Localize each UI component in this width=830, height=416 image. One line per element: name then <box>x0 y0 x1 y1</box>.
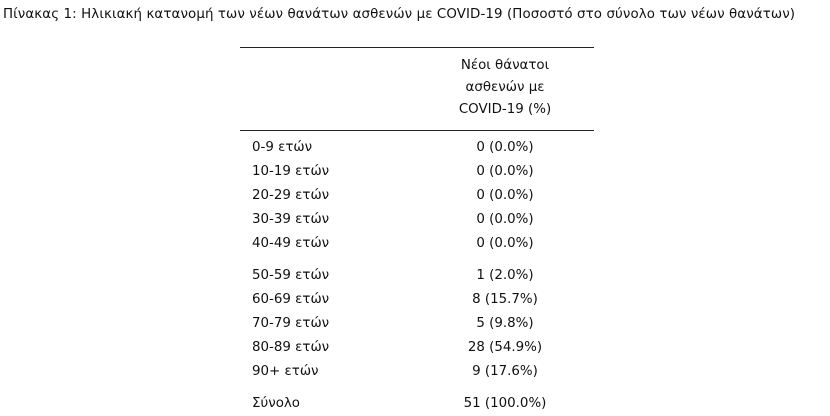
table-row: 70-79 ετών 5 (9.8%) <box>240 312 594 336</box>
table-caption: Πίνακας 1: Ηλικιακή κατανομή των νέων θα… <box>3 7 796 22</box>
row-value: 1 (2.0%) <box>476 268 534 283</box>
table-row: 80-89 ετών 28 (54.9%) <box>240 336 594 360</box>
table-row: 0-9 ετών 0 (0.0%) <box>240 136 594 160</box>
header-rule <box>240 130 594 131</box>
row-value: 9 (17.6%) <box>472 364 538 379</box>
row-value: 0 (0.0%) <box>476 212 534 227</box>
row-value: 0 (0.0%) <box>476 164 534 179</box>
row-label: 90+ ετών <box>252 364 319 379</box>
row-label: 30-39 ετών <box>252 212 330 227</box>
row-value: 0 (0.0%) <box>476 188 534 203</box>
top-rule <box>240 47 594 48</box>
table-row: 10-19 ετών 0 (0.0%) <box>240 160 594 184</box>
column-header-line-2: ασθενών με <box>465 80 545 95</box>
table-row: 50-59 ετών 1 (2.0%) <box>240 264 594 288</box>
total-label: Σύνολο <box>252 396 300 411</box>
row-label: 70-79 ετών <box>252 316 330 331</box>
row-label: 80-89 ετών <box>252 340 330 355</box>
row-value: 0 (0.0%) <box>476 236 534 251</box>
row-label: 10-19 ετών <box>252 164 330 179</box>
total-row: Σύνολο 51 (100.0%) <box>240 392 594 416</box>
table-row: 40-49 ετών 0 (0.0%) <box>240 232 594 256</box>
row-value: 5 (9.8%) <box>476 316 534 331</box>
table-row: 60-69 ετών 8 (15.7%) <box>240 288 594 312</box>
row-label: 20-29 ετών <box>252 188 330 203</box>
row-label: 0-9 ετών <box>252 140 313 155</box>
row-label: 60-69 ετών <box>252 292 330 307</box>
row-value: 8 (15.7%) <box>472 292 538 307</box>
column-header-line-3: COVID-19 (%) <box>458 102 552 117</box>
table-row: 90+ ετών 9 (17.6%) <box>240 360 594 384</box>
row-label: 50-59 ετών <box>252 268 330 283</box>
table-row: 30-39 ετών 0 (0.0%) <box>240 208 594 232</box>
row-label: 40-49 ετών <box>252 236 330 251</box>
row-value: 0 (0.0%) <box>476 140 534 155</box>
column-header-line-1: Νέοι θάνατοι <box>460 58 550 73</box>
column-header: Νέοι θάνατοι ασθενών με COVID-19 (%) <box>430 55 580 121</box>
row-value: 28 (54.9%) <box>467 340 543 355</box>
total-value: 51 (100.0%) <box>463 396 547 411</box>
table-row: 20-29 ετών 0 (0.0%) <box>240 184 594 208</box>
